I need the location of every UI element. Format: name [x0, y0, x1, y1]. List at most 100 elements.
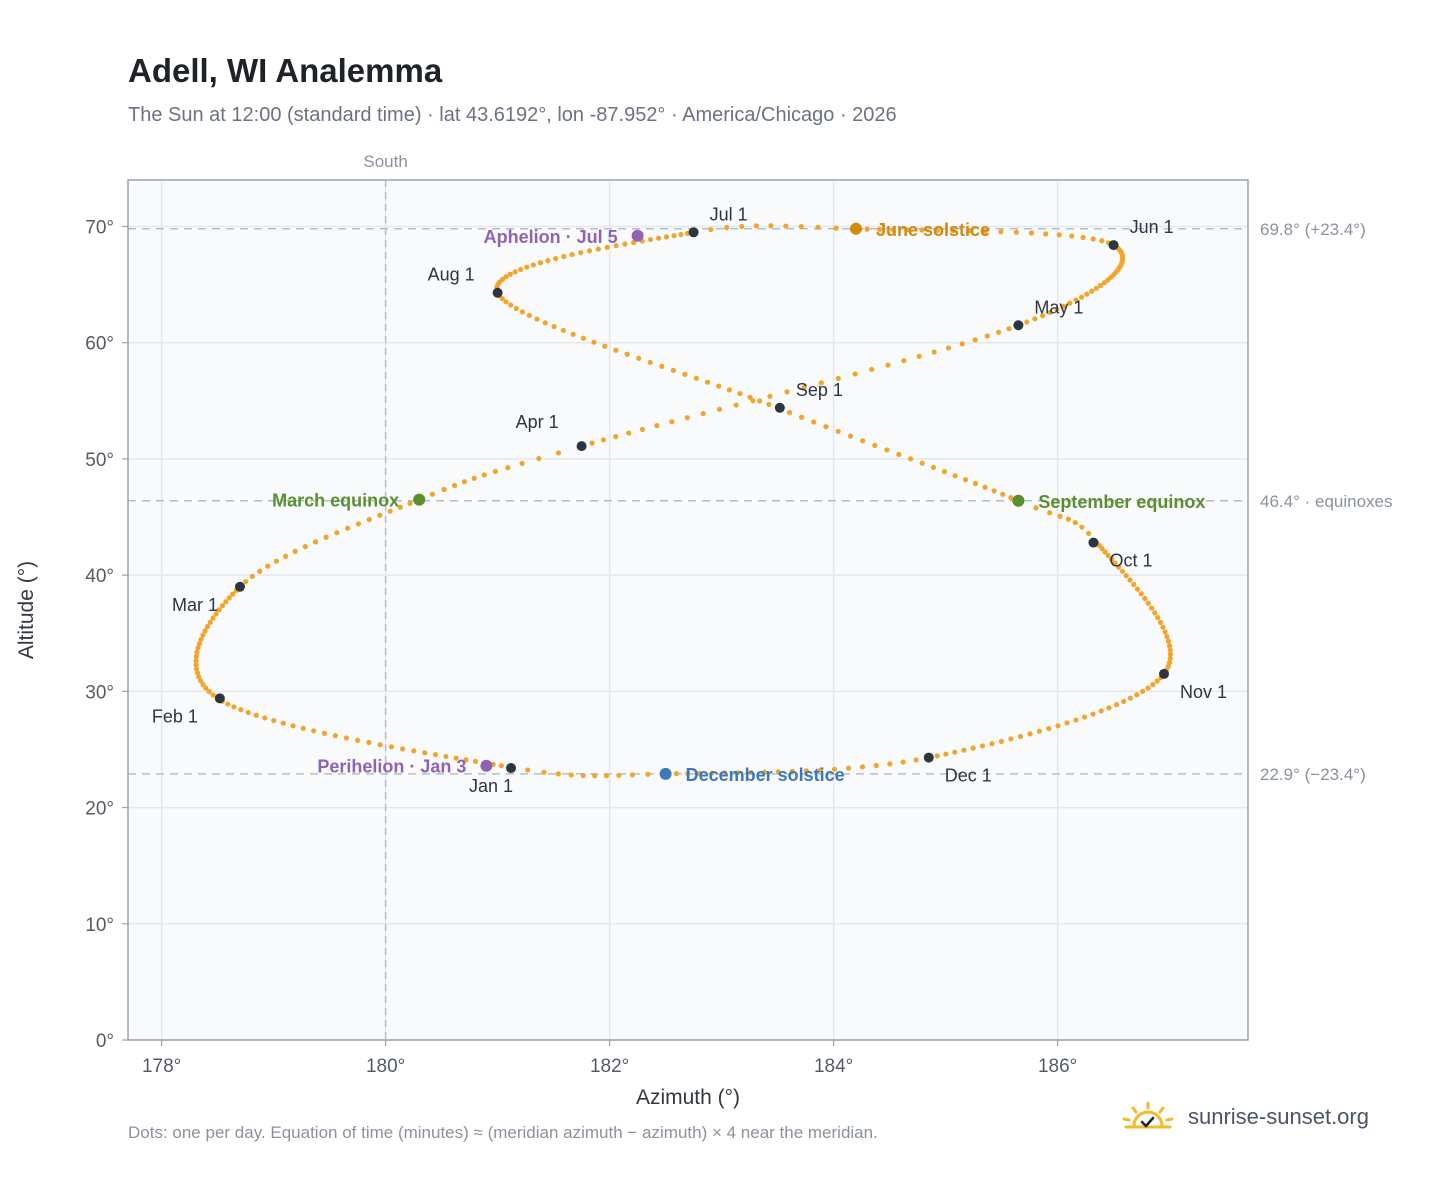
day-dot	[747, 394, 753, 400]
event-label: Aphelion · Jul 5	[484, 227, 618, 247]
day-dot	[887, 761, 893, 767]
day-dot	[636, 355, 642, 361]
day-dot	[443, 753, 449, 760]
day-dot	[505, 465, 511, 471]
day-dot	[280, 720, 286, 726]
day-dot	[1165, 638, 1172, 644]
day-dot	[592, 773, 598, 779]
day-dot	[377, 512, 383, 518]
day-dot	[735, 770, 741, 776]
chart-subtitle: The Sun at 12:00 (standard time) · lat 4…	[128, 104, 897, 126]
month-label: Jan 1	[469, 776, 513, 796]
day-dot	[1105, 552, 1111, 559]
day-dot	[196, 674, 202, 680]
day-dot	[884, 447, 890, 453]
day-dot	[876, 226, 883, 232]
day-dot	[600, 437, 607, 443]
south-label: South	[363, 152, 407, 171]
day-dot	[919, 227, 925, 233]
day-dot	[1067, 300, 1073, 306]
month-marker	[235, 581, 245, 592]
day-dot	[589, 440, 595, 446]
day-dot	[213, 611, 219, 617]
day-dot	[196, 641, 202, 647]
day-dot	[1027, 731, 1033, 737]
brand-name: sunrise-sunset.org	[1188, 1104, 1369, 1129]
day-dot	[753, 223, 760, 229]
day-dot	[859, 764, 866, 770]
event-marker	[850, 222, 862, 235]
day-dot	[1078, 294, 1085, 300]
day-dot	[1024, 319, 1030, 325]
x-tick-label: 180°	[366, 1056, 405, 1077]
brand[interactable]: sunrise-sunset.org	[1120, 1100, 1369, 1134]
day-dot	[1167, 651, 1174, 658]
day-dot	[1152, 610, 1158, 616]
day-dot	[693, 375, 699, 381]
month-label: Nov 1	[1180, 682, 1227, 702]
x-tick-label: 178°	[142, 1056, 181, 1077]
day-dot	[798, 224, 804, 230]
month-marker	[1088, 537, 1099, 548]
day-dot	[1043, 231, 1049, 237]
day-dot	[1127, 695, 1134, 701]
month-label: Aug 1	[428, 265, 475, 285]
day-dot	[1061, 303, 1067, 309]
day-dot	[198, 636, 204, 643]
day-dot	[282, 553, 289, 559]
day-dot	[253, 712, 259, 718]
day-dot	[551, 323, 557, 330]
day-dot	[1119, 568, 1126, 574]
day-dot	[709, 770, 715, 776]
day-dot	[622, 241, 628, 247]
day-dot	[1047, 309, 1053, 316]
day-dot	[1102, 549, 1108, 555]
event-marker	[631, 229, 644, 242]
day-dot	[1056, 232, 1062, 238]
day-dot	[972, 480, 979, 487]
day-dot	[931, 349, 937, 355]
day-dot	[204, 623, 211, 630]
day-dot	[970, 745, 976, 751]
day-dot	[873, 762, 879, 769]
day-dot	[1134, 692, 1140, 698]
day-dot	[1090, 711, 1096, 717]
day-dot	[673, 771, 679, 777]
day-dot	[784, 389, 790, 395]
day-dot	[507, 271, 513, 277]
event-label: September equinox	[1038, 492, 1205, 512]
day-dot	[1039, 313, 1046, 319]
day-dot	[537, 260, 544, 266]
day-dot	[200, 681, 206, 688]
day-dot	[355, 521, 362, 527]
reference-label: 22.9° (−23.4°)	[1260, 765, 1366, 784]
day-dot	[257, 568, 263, 574]
day-dot	[1108, 556, 1115, 562]
day-dot	[1065, 516, 1072, 522]
day-dot	[1164, 633, 1170, 640]
day-dot	[684, 415, 690, 421]
day-dot	[1055, 723, 1061, 729]
day-dot	[1072, 519, 1078, 526]
month-marker	[774, 402, 785, 413]
x-tick-label: 182°	[590, 1056, 629, 1077]
day-dot	[343, 735, 350, 741]
day-dot	[603, 773, 610, 779]
month-label: Dec 1	[945, 766, 992, 786]
day-dot	[541, 769, 547, 775]
day-dot	[1046, 725, 1052, 732]
day-dot	[193, 658, 199, 664]
day-dot	[845, 765, 852, 771]
plot-area	[128, 180, 1248, 1040]
day-dot	[499, 296, 505, 302]
day-dot	[1160, 624, 1166, 630]
day-dot	[595, 246, 601, 252]
plot-frame	[127, 179, 1249, 1041]
day-dot	[1036, 728, 1043, 734]
day-dot	[860, 438, 866, 444]
reference-label: 46.4° · equinoxes	[1260, 492, 1393, 511]
day-dot	[1167, 656, 1173, 662]
day-dot	[952, 473, 958, 479]
day-dot	[757, 398, 763, 404]
day-dot	[225, 701, 231, 707]
